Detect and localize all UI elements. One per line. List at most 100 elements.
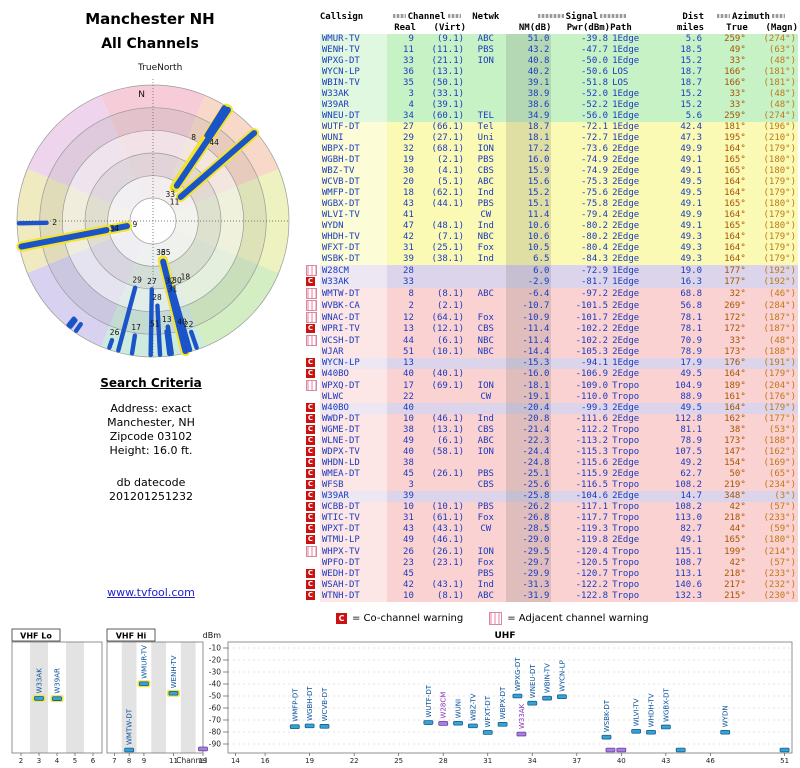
tvfool-link[interactable]: www.tvfool.com (107, 586, 195, 599)
col-group-channel: Channel (387, 12, 467, 23)
data-cell: (50.1) (415, 78, 467, 89)
spectrum-marker (438, 721, 449, 726)
callsign-cell[interactable]: WDPX-TV (319, 447, 388, 458)
data-cell: -106.9 (551, 369, 611, 380)
spectrum-station-label: W33AK (518, 703, 526, 729)
callsign-cell[interactable]: WTMU-LP (319, 535, 388, 546)
data-cell: 33° (704, 89, 748, 100)
data-cell: 13 (387, 358, 416, 369)
callsign-cell[interactable]: WCSH-DT (319, 335, 388, 347)
header-bar-icon (447, 14, 461, 18)
table-row: WJAR 51 (10.1) NBC -14.4 -105.3 2Edge 78.9 173°(… (306, 347, 798, 358)
warning-marker-cell (306, 144, 320, 155)
table-row: WYDN 47 (48.1) Ind 10.6 -80.2 2Edge 49.1 165° (18… (306, 221, 798, 232)
data-cell: (65°) (747, 469, 798, 480)
callsign-cell[interactable]: W40BO (319, 369, 388, 380)
data-cell: (48°) (747, 335, 798, 347)
co-channel-icon: C (306, 591, 315, 600)
data-cell: 10 (387, 414, 416, 425)
callsign-cell[interactable]: WENH-TV (319, 45, 388, 56)
data-cell (466, 458, 506, 469)
callsign-cell[interactable]: WGBX-DT (319, 199, 388, 210)
callsign-cell[interactable]: WVBK-CA (319, 300, 388, 312)
callsign-cell[interactable]: WYCN-LP (319, 67, 388, 78)
warning-marker-cell (306, 380, 320, 392)
data-cell: 1Edge (610, 265, 659, 277)
callsign-cell[interactable]: WNEU-DT (319, 111, 388, 122)
data-cell (415, 392, 467, 403)
callsign-cell[interactable]: W39AR (319, 100, 388, 111)
data-cell: -72.1 (551, 122, 611, 133)
callsign-cell[interactable]: WPRI-TV (319, 324, 388, 335)
callsign-cell[interactable]: WPXG-DT (319, 56, 388, 67)
callsign-cell[interactable]: WMUR-TV (319, 34, 388, 45)
data-cell: 2Edge (610, 210, 659, 221)
data-cell: -10.7 (505, 300, 552, 312)
data-cell: -115.9 (551, 469, 611, 480)
callsign-cell[interactable]: WCBB-DT (319, 502, 388, 513)
callsign-cell[interactable]: WYDN (319, 221, 388, 232)
callsign-cell[interactable]: W33AK (319, 89, 388, 100)
callsign-cell[interactable]: WHDH-TV (319, 232, 388, 243)
callsign-cell[interactable]: WSBK-DT (319, 254, 388, 265)
callsign-cell[interactable]: WNAC-DT (319, 312, 388, 324)
data-cell: 6.0 (505, 265, 552, 277)
callsign-cell[interactable]: WPFO-DT (319, 558, 388, 569)
station-vector (148, 287, 155, 358)
callsign-cell[interactable]: WMTW-DT (319, 288, 388, 300)
callsign-cell[interactable]: WBZ-TV (319, 166, 388, 177)
callsign-cell[interactable]: WPXT-DT (319, 524, 388, 535)
callsign-cell[interactable]: WBIN-TV (319, 78, 388, 89)
callsign-cell[interactable]: WCVB-DT (319, 177, 388, 188)
callsign-cell[interactable]: WFSB (319, 480, 388, 491)
callsign-cell[interactable]: WLVI-TV (319, 210, 388, 221)
datecode-value: 201201251232 (109, 490, 193, 503)
data-cell: 2Edge (610, 254, 659, 265)
dbm-tick-label: -10 (209, 644, 221, 653)
data-cell: Tropo (610, 502, 659, 513)
data-cell: 34 (387, 111, 416, 122)
callsign-cell[interactable]: WMFP-DT (319, 188, 388, 199)
callsign-cell[interactable]: WMEA-DT (319, 469, 388, 480)
data-cell: 78.1 (658, 324, 705, 335)
callsign-cell[interactable]: WTNH-DT (319, 591, 388, 602)
warning-marker-cell (306, 558, 320, 569)
callsign-cell[interactable]: WUNI (319, 133, 388, 144)
adjacent-channel-icon (489, 612, 503, 625)
data-cell: (68.1) (415, 144, 467, 155)
callsign-cell[interactable]: WLNE-DT (319, 436, 388, 447)
callsign-cell[interactable]: W28CM (319, 265, 388, 277)
data-cell: 10.6 (505, 221, 552, 232)
callsign-cell[interactable]: WSAH-DT (319, 580, 388, 591)
callsign-cell[interactable]: WUTF-DT (319, 122, 388, 133)
station-vector (188, 329, 199, 350)
callsign-cell[interactable]: W39AR (319, 491, 388, 502)
data-cell: 33 (387, 56, 416, 67)
callsign-cell[interactable]: WFXT-DT (319, 243, 388, 254)
data-cell: (180°) (747, 155, 798, 166)
callsign-cell[interactable]: W40BO (319, 403, 388, 414)
callsign-cell[interactable]: WGBH-DT (319, 155, 388, 166)
callsign-cell[interactable]: W33AK (319, 277, 388, 288)
callsign-cell[interactable]: WLWC (319, 392, 388, 403)
data-cell: 107.5 (658, 447, 705, 458)
data-cell: 5.6 (658, 111, 705, 122)
data-cell: -24.4 (505, 447, 552, 458)
callsign-cell[interactable]: WJAR (319, 347, 388, 358)
callsign-cell[interactable]: WGME-DT (319, 425, 388, 436)
callsign-cell[interactable]: WPXQ-DT (319, 380, 388, 392)
data-cell (415, 265, 467, 277)
vhf-hi-band-label: VHF Hi (116, 632, 147, 641)
dbm-tick-label: -90 (209, 740, 221, 749)
callsign-cell[interactable]: WTIC-TV (319, 513, 388, 524)
table-row: WFXT-DT 31 (25.1) Fox 10.5 -80.4 2Edge 49.3 164°… (306, 243, 798, 254)
callsign-cell[interactable]: WHPX-TV (319, 546, 388, 558)
data-cell: 49.2 (658, 458, 705, 469)
callsign-cell[interactable]: WWDP-DT (319, 414, 388, 425)
callsign-cell[interactable]: WBPX-DT (319, 144, 388, 155)
callsign-cell[interactable]: WEDH-DT (319, 569, 388, 580)
callsign-cell[interactable]: WYCN-LP (319, 358, 388, 369)
callsign-cell[interactable]: WHDN-LD (319, 458, 388, 469)
data-cell: -104.6 (551, 491, 611, 502)
data-cell: Tropo (610, 447, 659, 458)
